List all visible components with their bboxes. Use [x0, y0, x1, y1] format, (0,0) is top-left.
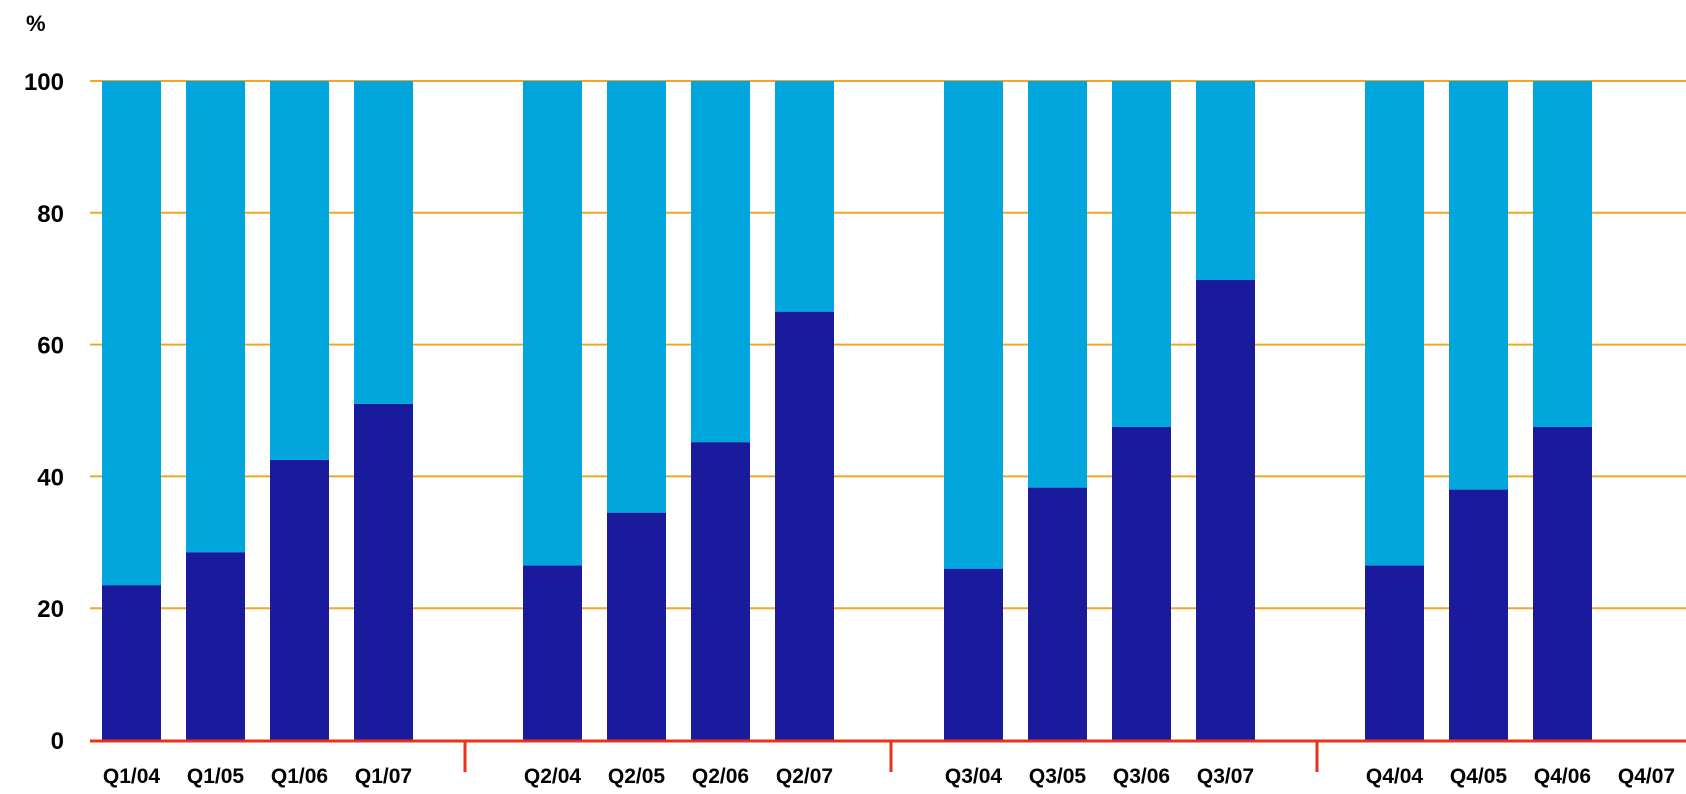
bar-Q3-05-segment-2: [1028, 81, 1087, 488]
y-tick-label-60: 60: [37, 333, 64, 360]
x-tick-label-Q2-05: Q2/05: [608, 765, 666, 788]
x-tick-label-Q4-05: Q4/05: [1450, 765, 1508, 788]
x-tick-label-Q1-07: Q1/07: [355, 765, 412, 788]
x-tick-label-Q1-06: Q1/06: [271, 765, 328, 788]
gridlines: [90, 80, 1686, 610]
bar-Q4-04-segment-1: [1365, 565, 1424, 740]
bar-Q4-05-segment-2: [1449, 81, 1508, 490]
y-tick-label-0: 0: [51, 728, 64, 755]
x-tick-label-Q3-04: Q3/04: [945, 765, 1003, 788]
x-tick-label-Q2-06: Q2/06: [692, 765, 749, 788]
bar-Q2-05-segment-2: [607, 81, 666, 513]
bar-Q1-05-segment-1: [186, 552, 245, 740]
x-tick-label-Q4-04: Q4/04: [1366, 765, 1424, 788]
bar-Q1-06-segment-1: [270, 459, 329, 740]
bar-Q3-07-segment-2: [1196, 81, 1255, 281]
bar-Q3-05-segment-1: [1028, 487, 1087, 740]
x-tick-label-Q4-07: Q4/07: [1618, 765, 1675, 788]
bars: [102, 81, 1592, 740]
x-tick-label-Q2-04: Q2/04: [524, 765, 582, 788]
x-tick-label-Q3-05: Q3/05: [1029, 765, 1087, 788]
bar-Q1-05-segment-2: [186, 81, 245, 553]
y-tick-label-80: 80: [37, 201, 64, 228]
x-tick-label-Q2-07: Q2/07: [776, 765, 833, 788]
y-tick-label-100: 100: [24, 69, 64, 96]
bar-Q4-06-segment-1: [1533, 426, 1592, 740]
bar-Q2-06-segment-2: [691, 81, 750, 443]
bar-Q1-06-segment-2: [270, 81, 329, 460]
axes: [90, 739, 1686, 772]
bar-Q3-07-segment-1: [1196, 280, 1255, 740]
bar-Q2-06-segment-1: [691, 442, 750, 740]
bar-Q1-07-segment-2: [354, 81, 413, 404]
y-tick-label-20: 20: [37, 596, 64, 623]
bar-Q2-04-segment-1: [523, 565, 582, 740]
x-tick-label-Q3-07: Q3/07: [1197, 765, 1254, 788]
bar-Q4-05-segment-1: [1449, 489, 1508, 740]
x-tick-label-Q4-06: Q4/06: [1534, 765, 1591, 788]
bar-Q2-04-segment-2: [523, 81, 582, 566]
y-tick-label-40: 40: [37, 464, 64, 491]
bar-Q4-06-segment-2: [1533, 81, 1592, 427]
x-tick-label-Q1-05: Q1/05: [187, 765, 245, 788]
bar-Q1-04-segment-2: [102, 81, 161, 586]
x-tick-label-Q1-04: Q1/04: [103, 765, 161, 788]
bar-Q3-04-segment-2: [944, 81, 1003, 569]
bar-Q3-06-segment-2: [1112, 81, 1171, 427]
bar-Q1-07-segment-1: [354, 403, 413, 740]
y-axis-unit-label: %: [26, 11, 46, 36]
bar-Q2-07-segment-2: [775, 81, 834, 312]
bar-Q1-04-segment-1: [102, 585, 161, 740]
x-tick-label-Q3-06: Q3/06: [1113, 765, 1170, 788]
bar-Q3-06-segment-1: [1112, 426, 1171, 740]
bar-Q2-07-segment-1: [775, 311, 834, 740]
labels: 0 20 40 60 80 100 Q1/04 Q1/05 Q1/06 Q1/07 Q2/04 Q2/…: [24, 69, 1675, 788]
bar-Q2-05-segment-1: [607, 512, 666, 740]
bar-Q4-04-segment-2: [1365, 81, 1424, 566]
bar-Q3-04-segment-1: [944, 568, 1003, 740]
